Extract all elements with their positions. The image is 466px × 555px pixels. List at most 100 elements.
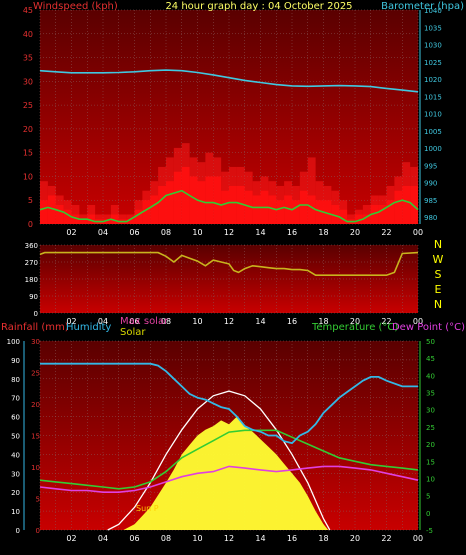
y-tick-label: 1025 [424, 59, 442, 67]
x-tick-label: 04 [98, 228, 108, 237]
windspeed-bar [189, 176, 198, 224]
x-tick-label: 06 [129, 534, 139, 543]
y-tick-label: 360 [25, 242, 38, 250]
x-tick-label: 04 [98, 534, 108, 543]
chart-title: 24 hour graph day : 04 October 2025 [165, 1, 352, 12]
y-tick-label: -5 [426, 527, 433, 535]
y-tick-label: 90 [11, 357, 20, 365]
windspeed-bar [315, 200, 324, 224]
solar-area [123, 416, 329, 530]
x-tick-label: 22 [381, 228, 391, 237]
windspeed-bar [110, 214, 119, 224]
windspeed-bar [229, 185, 237, 224]
windspeed-bar [378, 204, 387, 224]
temperature-axis-title: Temperature (°C) [311, 322, 398, 333]
y-tick-label: 30 [31, 338, 40, 346]
y-tick-label: 35 [426, 390, 435, 398]
windspeed-bar [323, 200, 332, 224]
gust-bar [307, 157, 316, 224]
windspeed-bar [307, 195, 316, 224]
compass-label: N [434, 238, 442, 251]
x-tick-label: 22 [381, 534, 391, 543]
sun-annotation: Sun P [136, 504, 159, 513]
x-tick-label: 20 [350, 534, 360, 543]
windspeed-bar [166, 181, 174, 224]
x-tick-label: 18 [318, 228, 328, 237]
y-tick-label: 10 [23, 172, 33, 181]
x-tick-label: 12 [224, 228, 234, 237]
dewpoint-line [39, 465, 419, 493]
barometer-axis-title: Barometer (hpa) [381, 1, 464, 12]
y-tick-label: 10 [426, 475, 435, 483]
x-tick-label: 10 [192, 228, 202, 237]
y-tick-label: 0 [36, 527, 40, 535]
windspeed-bar [181, 166, 190, 224]
x-tick-label: 06 [129, 228, 139, 237]
windspeed-bar [173, 171, 182, 224]
windspeed-bar [71, 214, 80, 224]
x-tick-label: 08 [161, 317, 171, 326]
compass-label: N [434, 298, 442, 311]
windspeed-bar [142, 200, 151, 224]
y-tick-label: 985 [424, 197, 437, 205]
windspeed-bar [276, 200, 285, 224]
y-tick-label: 0 [28, 220, 33, 229]
y-tick-label: 980 [424, 214, 437, 222]
windspeed-bar [47, 195, 56, 224]
x-tick-label: 12 [224, 534, 234, 543]
windspeed-bar [158, 185, 166, 224]
windspeed-bar [103, 219, 111, 224]
windspeed-bar [299, 190, 308, 224]
y-tick-label: 15 [426, 458, 435, 466]
windspeed-bar [244, 190, 253, 224]
y-tick-label: 990 [424, 180, 437, 188]
axis-labels: 02 04 06 08 10 12 14 16 18 20 22 004540353025201510… [7, 6, 444, 543]
x-tick-label: 08 [161, 228, 171, 237]
y-tick-label: 40 [11, 451, 20, 459]
windspeed-bar [284, 195, 292, 224]
y-tick-label: 1000 [424, 145, 442, 153]
y-tick-label: 30 [426, 407, 435, 415]
y-tick-label: 10 [31, 464, 40, 472]
compass-label: E [435, 283, 442, 296]
windspeed-bar [197, 181, 206, 224]
y-tick-label: 25 [23, 101, 33, 110]
windspeed-bar [221, 190, 229, 224]
y-tick-label: 270 [25, 259, 38, 267]
y-tick-label: 80 [11, 376, 20, 384]
windspeed-bar [79, 219, 88, 224]
x-tick-label: 16 [287, 228, 297, 237]
x-tick-label: 02 [66, 534, 76, 543]
y-tick-label: 30 [23, 77, 33, 86]
x-tick-label: 10 [192, 317, 202, 326]
y-tick-label: 35 [23, 54, 33, 63]
y-tick-label: 15 [23, 149, 33, 158]
max-solar-legend: Max solar [120, 316, 169, 327]
y-tick-label: 995 [424, 162, 437, 170]
y-tick-label: 1035 [424, 24, 442, 32]
y-tick-label: 180 [25, 276, 38, 284]
y-tick-label: 0 [426, 510, 430, 518]
x-tick-label: 06 [129, 317, 139, 326]
x-tick-label: 16 [287, 317, 297, 326]
y-tick-label: 30 [11, 470, 20, 478]
y-tick-label: 50 [11, 433, 20, 441]
y-tick-label: 20 [31, 401, 40, 409]
humidity-axis-title: Humidity [66, 322, 111, 333]
windspeed-bar [150, 195, 159, 224]
compass-label: S [435, 268, 442, 281]
rainfall-axis-title: Rainfall (mm) [1, 322, 69, 333]
windspeed-bar [370, 204, 379, 224]
windspeed-bar [126, 219, 135, 224]
windspeed-bar [292, 200, 300, 224]
y-tick-label: 1015 [424, 93, 442, 101]
y-tick-label: 15 [31, 433, 40, 441]
y-tick-label: 45 [426, 355, 435, 363]
wind-direction-line [39, 251, 419, 276]
windspeed-bar [213, 176, 222, 224]
windspeed-bar [205, 176, 214, 224]
y-tick-label: 60 [11, 414, 20, 422]
x-tick-label: 00 [413, 317, 423, 326]
